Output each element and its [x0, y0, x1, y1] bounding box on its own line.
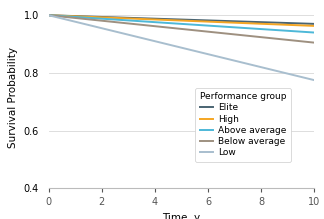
X-axis label: Time, y: Time, y — [162, 213, 201, 219]
Y-axis label: Survival Probability: Survival Probability — [8, 47, 18, 148]
Legend: Elite, High, Above average, Below average, Low: Elite, High, Above average, Below averag… — [195, 88, 291, 162]
